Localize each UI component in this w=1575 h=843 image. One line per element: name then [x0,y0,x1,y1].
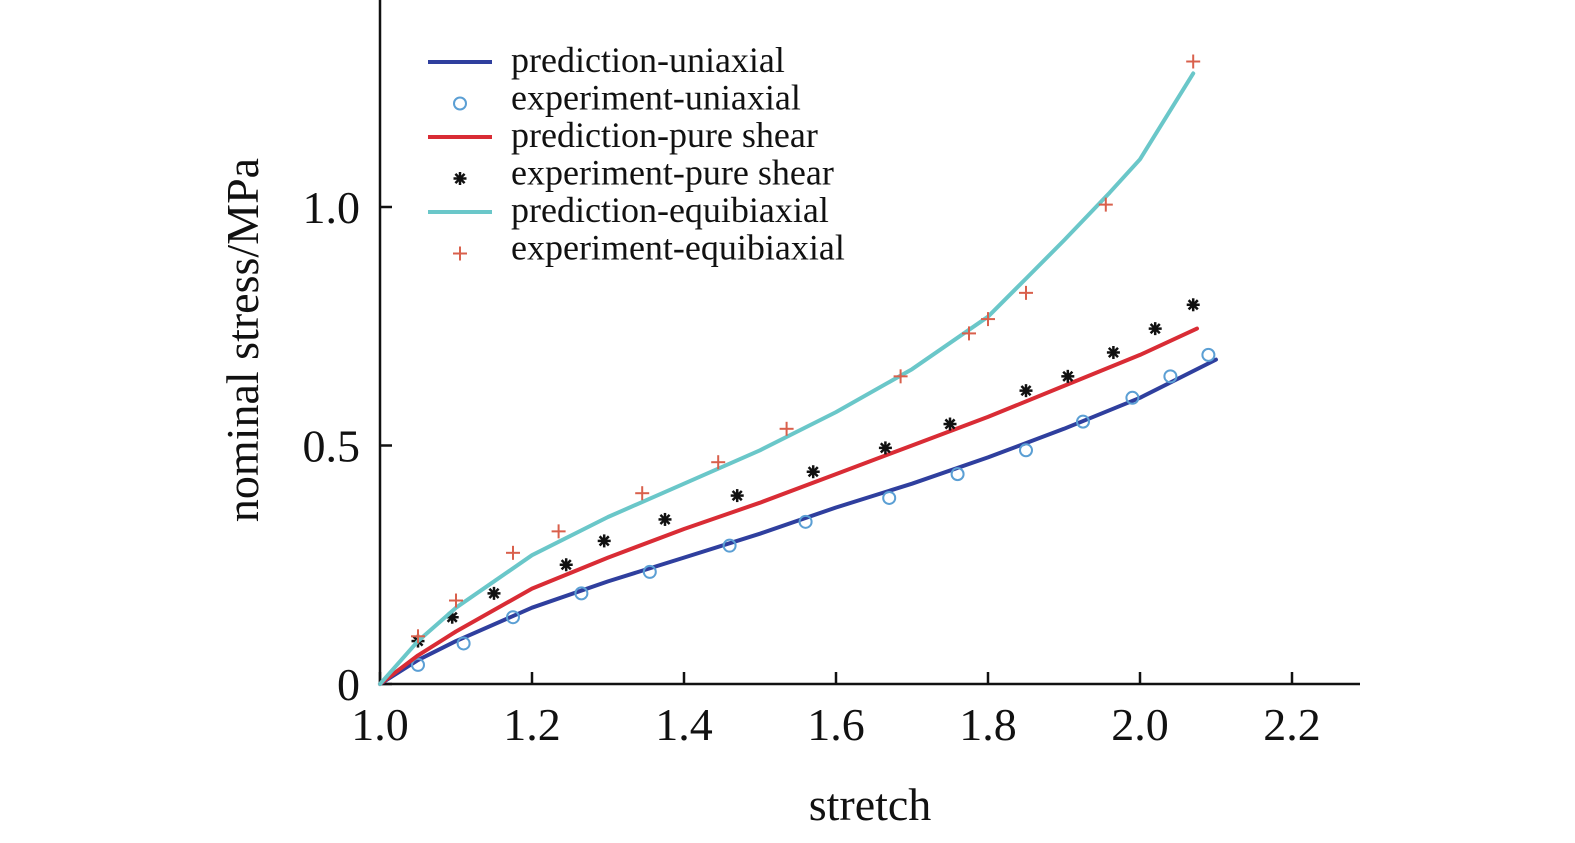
legend: prediction-uniaxialexperiment-uniaxialpr… [428,40,845,268]
experiment-equibiaxial-point [506,545,520,560]
experiment-uniaxial-point [950,467,965,482]
experiment-pure-shear-point [487,586,501,600]
experiment-pure-shear-point [943,417,957,431]
experiment-uniaxial-point [574,586,589,601]
experiment-uniaxial-point [1019,443,1033,458]
series [378,54,1218,686]
x-tick-label: 2.0 [1111,699,1169,750]
experiment-equibiaxial-point [711,455,726,470]
experiment-uniaxial-point [1076,414,1090,429]
legend-experiment-equibiaxial-label: experiment-equibiaxial [511,228,845,268]
x-tick-label: 1.8 [959,699,1017,750]
experiment-uniaxial-point [722,538,737,553]
experiment-equibiaxial-point [1098,197,1113,212]
y-tick-label: 0 [337,659,360,710]
experiment-pure-shear-point [559,558,573,572]
x-tick-label: 2.2 [1263,699,1321,750]
experiment-equibiaxial-point [1186,54,1201,69]
experiment-pure-shear-point [1061,369,1075,383]
experiment-uniaxial-point [506,610,520,625]
x-tick-label: 1.0 [351,699,409,750]
x-tick-label: 1.4 [655,699,713,750]
experiment-equibiaxial-point [779,421,794,436]
experiment-uniaxial-point [411,657,425,672]
experiment-equibiaxial-point [962,326,976,341]
experiment-uniaxial-point [1163,369,1178,384]
experiment-pure-shear-point [597,534,611,548]
prediction-equibiaxial-line [378,71,1196,686]
experiment-pure-shear-point [806,465,820,479]
experiment-pure-shear-point [1019,384,1033,398]
legend-experiment-pure-shear-swatch [453,172,467,185]
experiment-pure-shear-point [1106,345,1120,359]
experiment-equibiaxial-point [635,486,650,501]
legend-experiment-pure-shear-label: experiment-pure shear [511,153,834,193]
experiment-uniaxial-point [798,514,813,529]
experiment-uniaxial-point [642,564,657,579]
y-tick-label: 0.5 [303,421,361,472]
x-tick-label: 1.2 [503,699,561,750]
x-tick-label: 1.6 [807,699,865,750]
experiment-pure-shear-point [1186,298,1200,312]
legend-prediction-uniaxial-label: prediction-uniaxial [511,40,785,80]
legend-experiment-uniaxial-label: experiment-uniaxial [511,78,801,118]
experiment-equibiaxial-point [449,593,463,608]
ticks: 1.0 1.2 1.4 1.6 1.8 2.0 2.2 0 0.5 1.0 [303,182,1321,750]
legend-experiment-equibiaxial-swatch [453,246,467,261]
experiment-equibiaxial-point [551,524,566,539]
experiment-equibiaxial-point [411,629,425,644]
experiment-pure-shear-point [658,512,672,526]
prediction-uniaxial-line [378,357,1218,686]
legend-prediction-pure-shear-label: prediction-pure shear [511,115,818,155]
experiment-equibiaxial-point [1019,285,1033,300]
experiment-equibiaxial-point [981,312,995,327]
prediction-pure-shear-line [378,326,1199,686]
legend-experiment-uniaxial-swatch [453,96,467,111]
experiment-uniaxial-point [1201,347,1216,362]
experiment-uniaxial-point [882,490,897,505]
experiment-pure-shear-point [1148,322,1162,336]
legend-prediction-equibiaxial-label: prediction-equibiaxial [511,190,829,230]
x-axis-label: stretch [809,779,932,830]
experiment-equibiaxial-point [893,369,908,384]
y-axis-label: nominal stress/MPa [217,158,268,522]
experiment-uniaxial-point [1125,390,1140,405]
axes [378,0,1360,686]
experiment-uniaxial-point [456,636,471,651]
y-tick-label: 1.0 [303,182,361,233]
experiment-pure-shear-point [730,489,744,503]
experiment-pure-shear-point [878,441,892,455]
